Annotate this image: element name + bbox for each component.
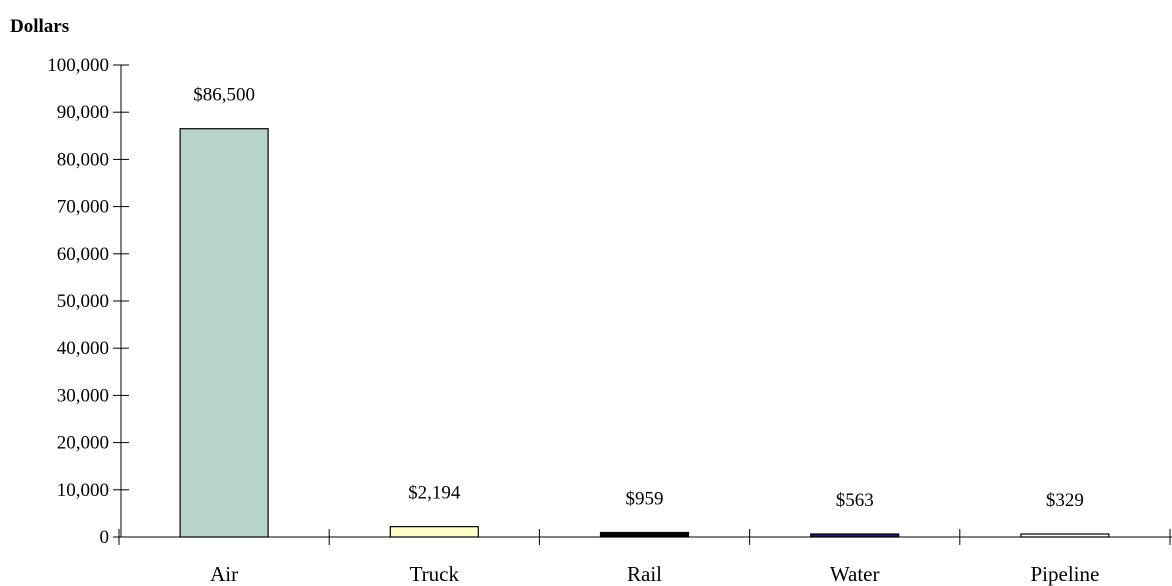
data-label-pipeline: $329 [1046, 490, 1084, 511]
y-tick-label: 30,000 [57, 385, 109, 406]
y-tick-label: 90,000 [57, 102, 109, 123]
data-label-air: $86,500 [193, 85, 255, 106]
data-label-water: $563 [836, 490, 874, 511]
x-tick-label-air: Air [210, 562, 238, 586]
data-label-truck: $2,194 [408, 483, 461, 504]
x-tick-label-water: Water [830, 562, 880, 586]
y-tick-label: 100,000 [47, 55, 109, 76]
y-tick-label: 60,000 [57, 244, 109, 265]
x-tick-label-pipeline: Pipeline [1030, 562, 1099, 586]
x-axis: Air Truck Rail Water Pipeline [118, 529, 1172, 586]
y-tick-label: 0 [100, 527, 110, 548]
data-label-rail: $959 [626, 488, 664, 509]
y-axis: 100,000 90,000 80,000 70,000 60,000 50,000 40,… [47, 55, 129, 548]
y-axis-title: Dollars [10, 16, 69, 37]
bars: $86,500 $2,194 $959 $563 $329 [179, 85, 1110, 538]
bar-air [179, 128, 269, 538]
bar-rail [599, 531, 690, 538]
x-tick-label-rail: Rail [627, 562, 662, 586]
bar-truck [389, 526, 479, 538]
x-tick-label-truck: Truck [410, 562, 460, 586]
y-tick-label: 80,000 [57, 149, 109, 170]
y-tick-label: 20,000 [57, 433, 109, 454]
y-tick-label: 40,000 [57, 338, 109, 359]
y-tick-label: 10,000 [57, 480, 109, 501]
y-tick-label: 50,000 [57, 291, 109, 312]
y-tick-label: 70,000 [57, 197, 109, 218]
